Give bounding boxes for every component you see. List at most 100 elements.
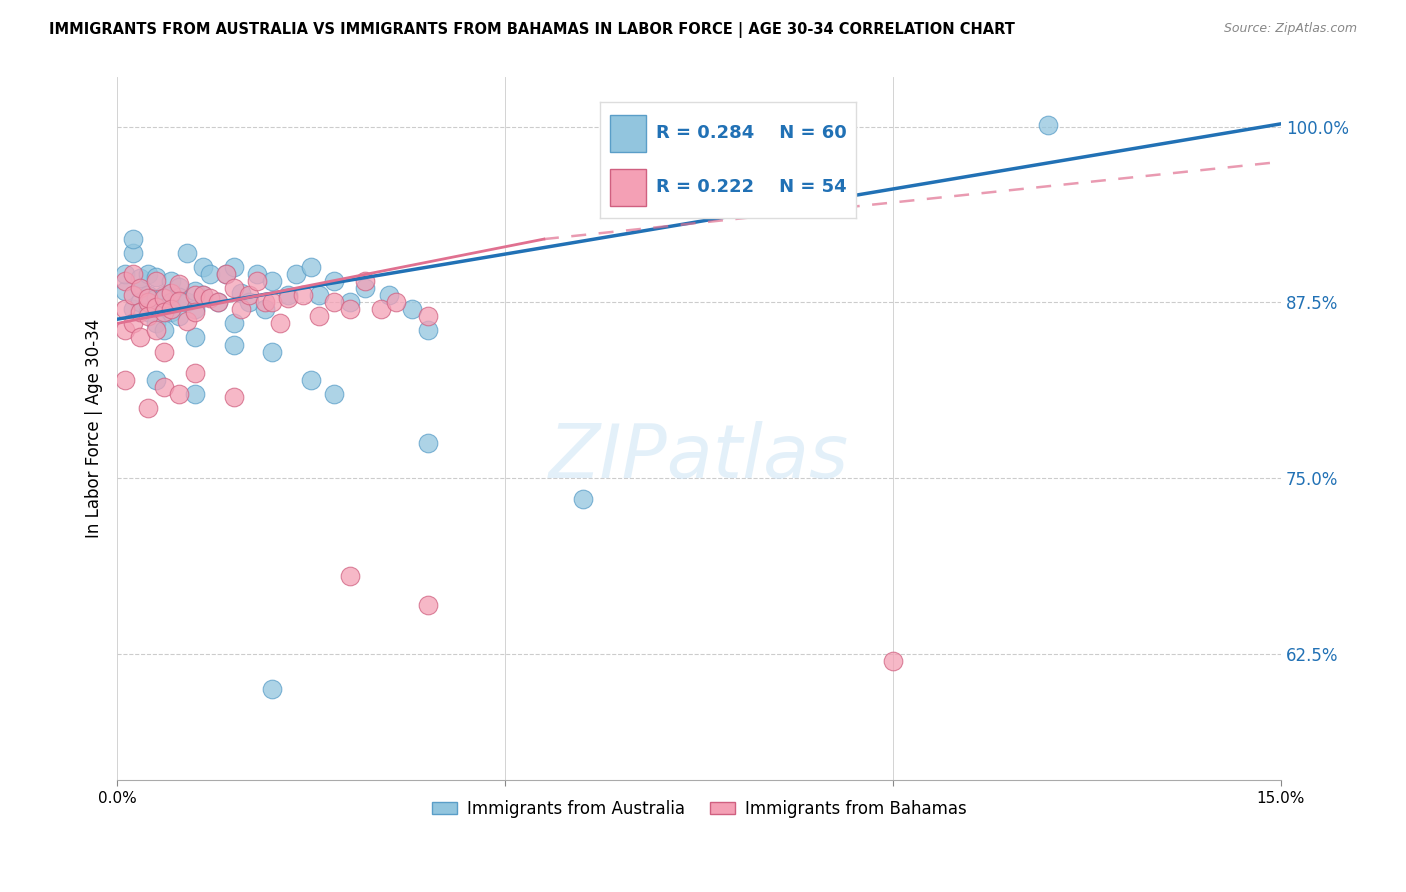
- Point: [129, 271, 152, 285]
- Point: [269, 317, 291, 331]
- Point: [184, 386, 207, 401]
- Point: [339, 302, 361, 317]
- Point: [215, 267, 238, 281]
- Point: [167, 310, 190, 324]
- Point: [323, 386, 346, 401]
- Point: [121, 288, 143, 302]
- Point: [262, 295, 284, 310]
- Point: [152, 291, 174, 305]
- Point: [160, 285, 183, 300]
- Text: Source: ZipAtlas.com: Source: ZipAtlas.com: [1223, 22, 1357, 36]
- Point: [1038, 118, 1060, 132]
- Point: [571, 492, 593, 507]
- Point: [114, 302, 136, 317]
- Point: [114, 284, 136, 298]
- Point: [136, 295, 159, 310]
- Point: [222, 281, 245, 295]
- Point: [121, 232, 143, 246]
- Point: [231, 302, 253, 317]
- Point: [299, 373, 322, 387]
- Point: [167, 280, 190, 294]
- Point: [277, 291, 299, 305]
- Point: [129, 305, 152, 319]
- Point: [246, 274, 269, 288]
- Point: [262, 681, 284, 696]
- Point: [308, 288, 330, 302]
- Point: [145, 274, 167, 288]
- Point: [191, 288, 214, 302]
- Point: [231, 285, 253, 300]
- Point: [145, 270, 167, 285]
- Point: [416, 323, 439, 337]
- Point: [114, 267, 136, 281]
- Point: [129, 281, 152, 295]
- Point: [377, 288, 399, 302]
- Point: [262, 344, 284, 359]
- Point: [160, 302, 183, 317]
- Point: [339, 569, 361, 583]
- Point: [152, 288, 174, 302]
- Point: [114, 274, 136, 288]
- Point: [184, 330, 207, 344]
- Point: [114, 373, 136, 387]
- Point: [129, 281, 152, 295]
- Point: [145, 300, 167, 314]
- Point: [145, 323, 167, 337]
- Point: [152, 300, 174, 314]
- Point: [136, 288, 159, 302]
- Point: [246, 267, 269, 281]
- Point: [167, 386, 190, 401]
- Point: [136, 305, 159, 319]
- Point: [277, 288, 299, 302]
- Point: [184, 305, 207, 319]
- Point: [416, 598, 439, 612]
- Point: [339, 295, 361, 310]
- Point: [160, 274, 183, 288]
- Point: [121, 302, 143, 317]
- Point: [207, 295, 229, 310]
- Point: [152, 380, 174, 394]
- Point: [121, 246, 143, 260]
- Point: [184, 302, 207, 317]
- Point: [176, 246, 198, 260]
- Point: [167, 290, 190, 304]
- Point: [222, 317, 245, 331]
- Point: [184, 288, 207, 302]
- Y-axis label: In Labor Force | Age 30-34: In Labor Force | Age 30-34: [86, 319, 103, 539]
- Point: [370, 302, 392, 317]
- Point: [121, 317, 143, 331]
- Point: [176, 295, 198, 310]
- Point: [222, 337, 245, 351]
- Point: [191, 260, 214, 275]
- Point: [136, 310, 159, 324]
- Point: [354, 281, 377, 295]
- Point: [323, 274, 346, 288]
- Point: [354, 274, 377, 288]
- Point: [136, 267, 159, 281]
- Point: [184, 284, 207, 298]
- Point: [308, 310, 330, 324]
- Point: [416, 436, 439, 450]
- Point: [299, 260, 322, 275]
- Point: [160, 305, 183, 319]
- Point: [152, 323, 174, 337]
- Point: [215, 267, 238, 281]
- Point: [145, 373, 167, 387]
- Point: [262, 274, 284, 288]
- Point: [385, 295, 408, 310]
- Point: [238, 288, 260, 302]
- Point: [222, 390, 245, 404]
- Point: [253, 295, 276, 310]
- Point: [292, 288, 315, 302]
- Point: [136, 401, 159, 415]
- Point: [284, 267, 307, 281]
- Point: [207, 295, 229, 310]
- Text: IMMIGRANTS FROM AUSTRALIA VS IMMIGRANTS FROM BAHAMAS IN LABOR FORCE | AGE 30-34 : IMMIGRANTS FROM AUSTRALIA VS IMMIGRANTS …: [49, 22, 1015, 38]
- Point: [114, 323, 136, 337]
- Point: [160, 295, 183, 310]
- Point: [200, 291, 222, 305]
- Point: [167, 293, 190, 308]
- Point: [167, 277, 190, 291]
- Point: [323, 295, 346, 310]
- Point: [882, 654, 904, 668]
